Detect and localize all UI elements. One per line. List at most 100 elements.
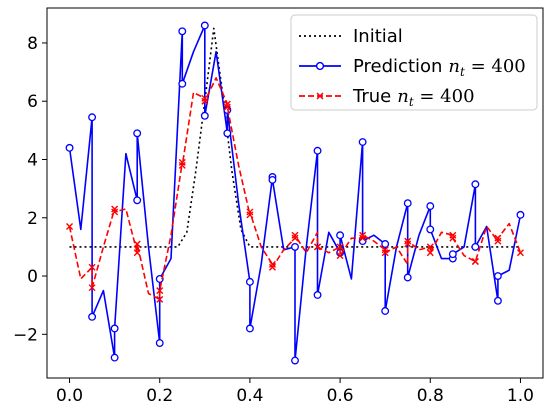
data-point-prediction-36 <box>471 242 480 251</box>
data-point-true-16 <box>246 208 254 216</box>
data-point-true-28 <box>381 249 389 257</box>
data-point-true-0 <box>66 223 74 230</box>
data-point-true-11 <box>201 94 209 102</box>
data-point-prediction-5 <box>133 196 142 205</box>
data-point-true-29 <box>404 240 412 248</box>
data-point-true-5 <box>133 249 141 257</box>
legend-box <box>290 14 538 111</box>
x-tick-label: 0.6 <box>327 386 354 406</box>
data-point-prediction-0 <box>65 143 74 152</box>
data-point-prediction-38 <box>493 272 502 280</box>
data-point-true-39 <box>516 249 524 257</box>
data-point-true-8 <box>156 287 164 295</box>
axes-frame <box>46 7 544 379</box>
data-point-true-4 <box>111 208 119 216</box>
data-point-prediction-20 <box>291 356 299 365</box>
series-initial <box>69 27 521 248</box>
legend: Initial Prediction nt = 400 True nt = 400 <box>290 14 538 111</box>
data-point-prediction-10 <box>178 79 187 88</box>
data-point-true-34 <box>449 234 457 242</box>
data-point-prediction-16 <box>245 324 254 333</box>
data-point-true-15 <box>246 211 254 219</box>
data-point-prediction-32 <box>426 225 435 234</box>
x-tick-label: 0.0 <box>56 386 83 406</box>
data-point-prediction-19 <box>291 242 299 251</box>
legend-true-subscript: t <box>409 95 414 109</box>
data-point-true-26 <box>359 231 367 239</box>
data-point-prediction-22 <box>313 291 322 299</box>
legend-true-value: = 400 <box>414 86 475 107</box>
data-point-true-23 <box>336 243 344 251</box>
data-point-true-3 <box>111 205 119 213</box>
x-tick-label: 0.8 <box>417 386 444 406</box>
x-axis: 0.0 0.2 0.4 0.6 0.8 1.0 <box>56 378 534 406</box>
data-point-true-36 <box>471 257 479 265</box>
data-point-prediction-3 <box>110 353 119 362</box>
data-point-true-9 <box>178 158 186 166</box>
data-point-prediction-30 <box>403 273 412 282</box>
legend-initial-label: Initial <box>353 26 403 47</box>
data-point-prediction-4 <box>110 324 119 333</box>
y-tick-label: 4 <box>27 150 38 170</box>
y-tick-label: 0 <box>27 267 38 287</box>
data-point-prediction-1 <box>88 113 97 122</box>
series-line-initial <box>69 27 521 248</box>
data-point-true-22 <box>314 243 322 251</box>
data-point-true-14 <box>223 103 231 111</box>
data-point-true-25 <box>359 234 367 242</box>
data-point-prediction-6 <box>133 129 142 138</box>
legend-prediction-label: Prediction <box>353 56 442 77</box>
data-point-prediction-2 <box>88 312 97 321</box>
legend-prediction-subscript: t <box>460 65 465 79</box>
data-point-prediction-37 <box>493 296 502 305</box>
data-point-true-13 <box>223 100 231 108</box>
data-point-prediction-29 <box>403 199 412 208</box>
data-point-prediction-7 <box>155 339 164 347</box>
legend-true-label: True <box>352 86 391 107</box>
legend-true-marker <box>316 92 324 100</box>
data-point-true-24 <box>336 252 344 260</box>
legend-prediction-marker <box>315 61 325 71</box>
data-point-prediction-18 <box>268 175 277 184</box>
data-point-prediction-28 <box>381 307 390 315</box>
data-point-true-20 <box>291 231 299 239</box>
series-true <box>66 77 524 303</box>
series-line-prediction <box>68 24 522 362</box>
data-point-true-19 <box>291 234 299 242</box>
data-point-prediction-12 <box>200 111 209 120</box>
x-tick-label: 0.2 <box>146 386 173 406</box>
legend-true-entry: True nt = 400 <box>352 86 475 109</box>
data-point-true-31 <box>426 243 434 251</box>
data-point-prediction-13 <box>223 129 232 138</box>
data-point-prediction-9 <box>178 27 187 36</box>
y-tick-label: −2 <box>13 325 38 345</box>
data-point-true-38 <box>494 234 502 242</box>
data-point-prediction-25 <box>358 138 367 146</box>
data-point-prediction-35 <box>471 180 480 189</box>
data-point-true-27 <box>381 246 389 254</box>
data-point-true-17 <box>268 260 276 268</box>
y-tick-label: 6 <box>27 92 38 112</box>
x-tick-label: 1.0 <box>507 386 534 406</box>
data-point-true-1 <box>88 263 96 271</box>
data-point-prediction-39 <box>516 210 525 219</box>
data-point-true-2 <box>88 284 96 292</box>
data-point-true-10 <box>178 161 186 169</box>
x-tick-label: 0.4 <box>236 386 263 406</box>
data-point-prediction-34 <box>448 250 457 259</box>
data-point-prediction-15 <box>245 277 254 286</box>
y-axis: −2 0 2 4 6 8 <box>13 34 47 345</box>
data-point-true-6 <box>133 240 141 248</box>
data-point-prediction-11 <box>200 21 209 30</box>
data-point-true-33 <box>449 231 457 239</box>
legend-prediction-math: nt = 400 <box>448 56 525 79</box>
data-point-prediction-21 <box>313 146 322 155</box>
data-point-true-18 <box>268 263 276 271</box>
legend-true-math: nt = 400 <box>397 86 474 109</box>
data-point-prediction-24 <box>336 231 345 240</box>
data-point-true-32 <box>426 249 434 257</box>
y-tick-label: 2 <box>27 209 38 229</box>
data-point-true-30 <box>404 237 412 245</box>
data-point-prediction-27 <box>381 240 390 248</box>
